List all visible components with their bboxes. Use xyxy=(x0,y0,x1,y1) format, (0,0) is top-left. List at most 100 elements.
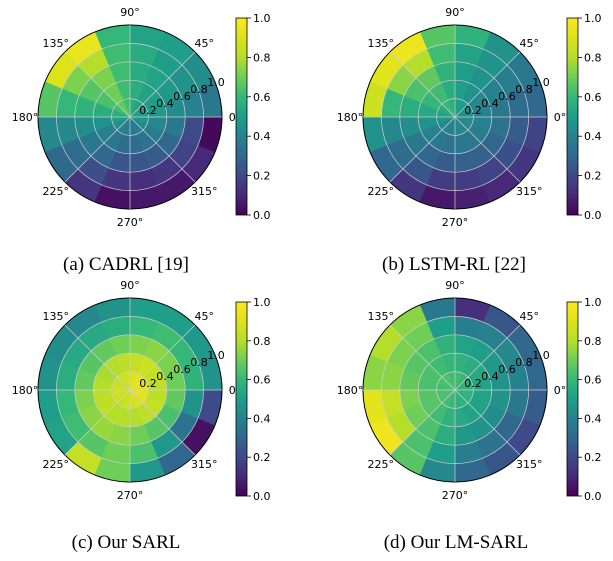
colorbar-tick-label: 0.2 xyxy=(584,451,602,464)
subfigure-caption: (a) CADRL [19] xyxy=(63,254,189,275)
radius-tick-label: 0.2 xyxy=(139,377,157,390)
polar-grid-spoke xyxy=(389,116,456,183)
colorbar-tick-label: 0.4 xyxy=(584,130,602,143)
radius-tick-label: 0.2 xyxy=(139,104,157,117)
radius-tick-label: 0.2 xyxy=(464,104,482,117)
colorbar-tick-label: 0.4 xyxy=(253,130,271,143)
polar-heatmap-panel-4: 0.20.40.60.81.00°45°90°135°180°225°270°3… xyxy=(337,279,602,553)
angle-tick-label: 45° xyxy=(194,37,214,50)
angle-tick-label: 135° xyxy=(43,310,70,323)
polar-grid-spoke xyxy=(454,51,521,118)
polar-grid-spoke xyxy=(129,324,196,391)
colorbar-tick-label: 0.2 xyxy=(253,451,271,464)
polar-grid-spoke xyxy=(454,389,521,456)
angle-tick-label: 0° xyxy=(554,384,567,397)
polar-grid-spoke xyxy=(129,116,196,183)
colorbar-gradient xyxy=(566,301,579,497)
colorbar-tick-label: 0.4 xyxy=(584,412,602,425)
radius-tick-label: 0.2 xyxy=(464,377,482,390)
angle-tick-label: 225° xyxy=(43,458,70,471)
colorbar-tick-label: 0.8 xyxy=(584,335,602,348)
angle-tick-label: 0° xyxy=(554,111,567,124)
colorbar-tick-label: 0.4 xyxy=(253,412,271,425)
angle-tick-label: 270° xyxy=(117,216,144,229)
subfigure-caption: (b) LSTM-RL [22] xyxy=(382,254,526,275)
colorbar-tick-label: 0.6 xyxy=(584,91,602,104)
colorbar-tick-label: 1.0 xyxy=(584,296,602,309)
radius-tick-label: 0.6 xyxy=(173,90,191,103)
angle-tick-label: 270° xyxy=(442,216,469,229)
angle-tick-label: 225° xyxy=(43,185,70,198)
radius-tick-label: 0.4 xyxy=(156,97,174,110)
angle-tick-label: 315° xyxy=(516,185,543,198)
angle-tick-label: 270° xyxy=(442,489,469,502)
radius-tick-label: 1.0 xyxy=(532,76,550,89)
polar-grid-spoke xyxy=(64,324,131,391)
angle-tick-label: 45° xyxy=(519,310,539,323)
colorbar-tick-label: 1.0 xyxy=(584,12,602,25)
colorbar-gradient xyxy=(235,301,248,497)
colorbar: 0.0 0.2 0.4 0.6 0.8 1.0 xyxy=(235,296,271,503)
colorbar: 0.0 0.2 0.4 0.6 0.8 1.0 xyxy=(566,12,602,222)
radius-tick-label: 0.6 xyxy=(498,90,516,103)
radius-tick-label: 0.8 xyxy=(190,356,208,369)
colorbar-tick-label: 1.0 xyxy=(253,296,271,309)
angle-tick-label: 135° xyxy=(368,310,395,323)
colorbar-tick-label: 0.0 xyxy=(584,209,602,222)
angle-tick-label: 90° xyxy=(445,279,465,292)
colorbar: 0.0 0.2 0.4 0.6 0.8 1.0 xyxy=(235,12,271,222)
angle-tick-label: 45° xyxy=(194,310,214,323)
radius-tick-label: 1.0 xyxy=(207,76,225,89)
angle-tick-label: 270° xyxy=(117,489,144,502)
colorbar-tick-label: 0.6 xyxy=(253,91,271,104)
colorbar-gradient xyxy=(235,17,248,216)
polar-grid-spoke xyxy=(389,51,456,118)
polar-grid-spoke xyxy=(129,389,196,456)
angle-tick-label: 135° xyxy=(368,37,395,50)
angle-tick-label: 135° xyxy=(43,37,70,50)
radius-tick-label: 0.4 xyxy=(481,370,499,383)
polar-grid-spoke xyxy=(389,389,456,456)
polar-heatmap-panel-1: 0.20.40.60.81.00°45°90°135°180°225°270°3… xyxy=(12,6,271,275)
radius-tick-label: 0.8 xyxy=(515,356,533,369)
angle-tick-label: 315° xyxy=(191,458,218,471)
polar-grid-spoke xyxy=(64,51,131,118)
colorbar-tick-label: 0.2 xyxy=(253,170,271,183)
angle-tick-label: 180° xyxy=(337,111,364,124)
angle-tick-label: 45° xyxy=(519,37,539,50)
polar-grid-spoke xyxy=(454,324,521,391)
polar-grid-spoke xyxy=(64,389,131,456)
polar-grid-spoke xyxy=(129,51,196,118)
angle-tick-label: 315° xyxy=(516,458,543,471)
subfigure-caption: (c) Our SARL xyxy=(72,532,181,553)
polar-grid-spoke xyxy=(64,116,131,183)
subfigure-caption: (d) Our LM-SARL xyxy=(384,532,529,553)
polar-grid-spoke xyxy=(454,116,521,183)
colorbar: 0.0 0.2 0.4 0.6 0.8 1.0 xyxy=(566,296,602,503)
colorbar-tick-label: 0.8 xyxy=(253,51,271,64)
radius-tick-label: 0.6 xyxy=(173,363,191,376)
radius-tick-label: 0.8 xyxy=(515,83,533,96)
colorbar-tick-label: 0.2 xyxy=(584,170,602,183)
polar-heatmap-panel-2: 0.20.40.60.81.00°45°90°135°180°225°270°3… xyxy=(337,6,602,275)
colorbar-tick-label: 0.8 xyxy=(584,51,602,64)
colorbar-tick-label: 0.8 xyxy=(253,335,271,348)
angle-tick-label: 315° xyxy=(191,185,218,198)
angle-tick-label: 90° xyxy=(445,6,465,19)
colorbar-gradient xyxy=(566,17,579,216)
angle-tick-label: 180° xyxy=(12,384,39,397)
colorbar-tick-label: 0.0 xyxy=(584,490,602,503)
angle-tick-label: 180° xyxy=(337,384,364,397)
angle-tick-label: 225° xyxy=(368,458,395,471)
colorbar-tick-label: 0.0 xyxy=(253,209,271,222)
colorbar-tick-label: 0.0 xyxy=(253,490,271,503)
colorbar-tick-label: 0.6 xyxy=(253,374,271,387)
angle-tick-label: 180° xyxy=(12,111,39,124)
polar-grid-spoke xyxy=(389,324,456,391)
radius-tick-label: 1.0 xyxy=(532,349,550,362)
radius-tick-label: 1.0 xyxy=(207,349,225,362)
polar-heatmap-panel-3: 0.20.40.60.81.00°45°90°135°180°225°270°3… xyxy=(12,279,271,553)
colorbar-tick-label: 0.6 xyxy=(584,374,602,387)
radius-tick-label: 0.4 xyxy=(156,370,174,383)
